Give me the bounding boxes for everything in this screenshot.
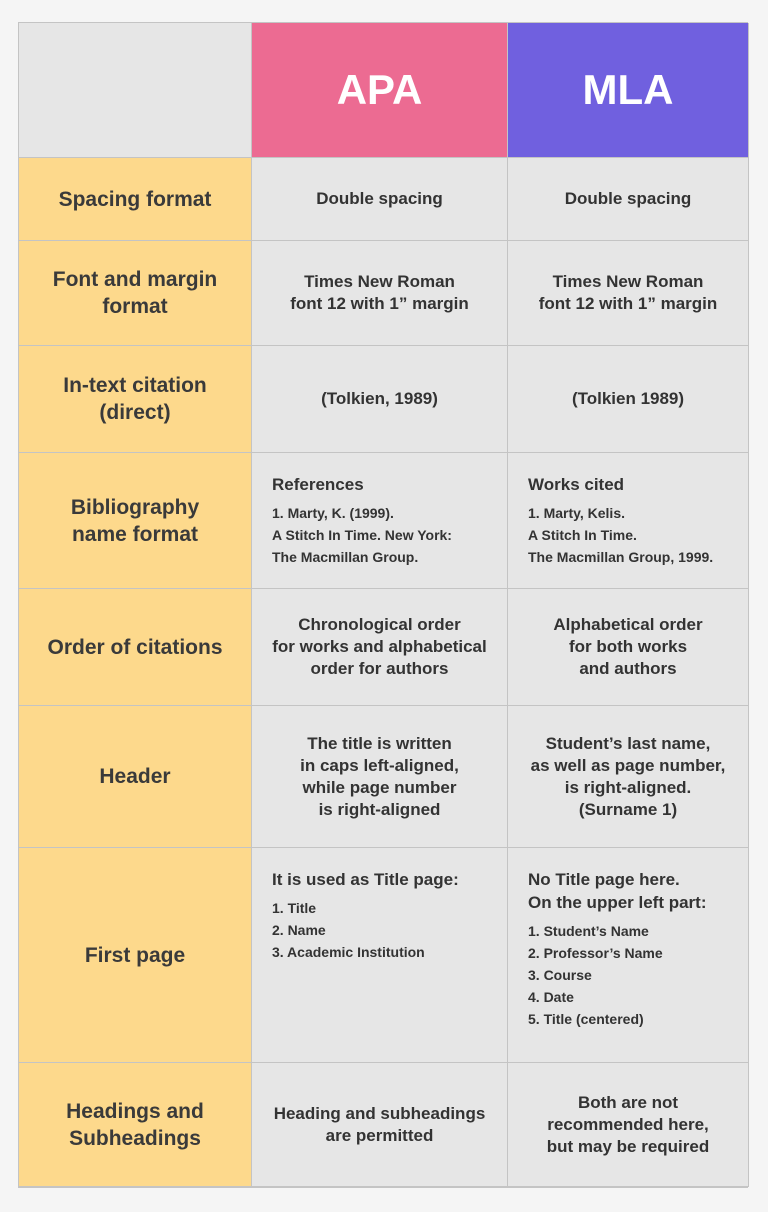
label-line: Headings and	[66, 1099, 204, 1123]
header-text: APA	[336, 66, 423, 113]
value-line: (Surname 1)	[578, 799, 678, 819]
cell-item: The Macmillan Group, 1999.	[528, 549, 714, 565]
cell-heading: No Title page here.	[528, 870, 680, 889]
column-header: MLA	[508, 23, 749, 158]
value-line: while page number	[302, 777, 457, 797]
value-line: Student’s last name,	[545, 733, 711, 753]
row-label: Headings and Subheadings	[19, 1063, 252, 1187]
value-line: Times New Roman	[304, 272, 455, 291]
cell-item: 3. Course	[528, 967, 592, 983]
value-line: font 12 with 1” margin	[290, 294, 469, 313]
value-cell: Chronological order for works and alphabe…	[252, 589, 508, 706]
label-line: Header	[99, 765, 171, 788]
row-label: Header	[19, 706, 252, 848]
cell-heading: Works cited	[528, 475, 625, 494]
value-line: Heading and subheadings	[273, 1103, 486, 1123]
value-line: (Tolkien 1989)	[571, 389, 685, 408]
value-cell: Double spacing	[508, 158, 749, 241]
cell-item: 4. Date	[528, 989, 574, 1005]
label-line: Bibliography	[70, 495, 200, 519]
value-line: Double spacing	[316, 189, 443, 208]
value-cell: The title is written in caps left-aligned…	[252, 706, 508, 848]
cell-heading: References	[272, 475, 364, 494]
cell-item: The Macmillan Group.	[272, 549, 419, 565]
value-line: The title is written	[307, 733, 452, 753]
value-line: for works and alphabetical	[272, 637, 487, 656]
value-cell: Double spacing	[252, 158, 508, 241]
cell-item: 1. Student’s Name	[528, 923, 649, 939]
value-line: font 12 with 1” margin	[538, 294, 718, 313]
cell-item: 2. Name	[272, 922, 326, 938]
value-line: Chronological order	[298, 615, 461, 634]
label-line: Font and margin	[52, 268, 218, 291]
value-cell: Works cited 1. Marty, Kelis. A Stitch In T…	[508, 453, 749, 589]
label-line: format	[102, 295, 168, 318]
label-line: name format	[71, 522, 199, 546]
corner-cell	[19, 23, 252, 158]
value-cell: Alphabetical order for both works and auth…	[508, 589, 749, 706]
value-line: in caps left-aligned,	[300, 755, 459, 775]
value-line: Alphabetical order	[553, 615, 703, 634]
value-cell: No Title page here. On the upper left par…	[508, 848, 749, 1063]
value-cell: References 1. Marty, K. (1999). A Stitch I…	[252, 453, 508, 589]
label-line: First page	[84, 943, 186, 967]
cell-item: 1. Title	[272, 900, 317, 916]
cell-item: 1. Marty, K. (1999).	[272, 505, 394, 521]
value-cell: (Tolkien 1989)	[508, 346, 749, 453]
column-header: APA	[252, 23, 508, 158]
row-label: Font and margin format	[19, 241, 252, 346]
label-line: In-text citation	[63, 374, 207, 397]
row-label: Spacing format	[19, 158, 252, 241]
header-text: MLA	[582, 66, 674, 113]
value-cell: Both are not recommended here, but may be …	[508, 1063, 749, 1187]
value-line: for both works	[568, 637, 688, 656]
cell-item: A Stitch In Time. New York:	[272, 527, 452, 543]
row-label: Order of citations	[19, 589, 252, 706]
row-label: First page	[19, 848, 252, 1063]
label-line: Order of citations	[47, 635, 223, 659]
value-cell: Heading and subheadings are permitted	[252, 1063, 508, 1187]
value-line: Double spacing	[564, 189, 692, 208]
value-line: (Tolkien, 1989)	[321, 389, 438, 408]
cell-item: 3. Academic Institution	[272, 944, 425, 960]
value-cell: Student’s last name, as well as page numb…	[508, 706, 749, 848]
value-line: order for authors	[310, 659, 449, 678]
value-line: are permitted	[325, 1125, 434, 1145]
value-cell: (Tolkien, 1989)	[252, 346, 508, 453]
cell-item: 5. Title (centered)	[528, 1011, 644, 1027]
value-line: and authors	[579, 659, 677, 678]
cell-heading: It is used as Title page:	[272, 870, 459, 889]
value-line: Both are not	[577, 1092, 679, 1112]
value-line: but may be required	[546, 1136, 710, 1156]
value-line: Times New Roman	[552, 272, 704, 291]
label-line: Subheadings	[69, 1126, 201, 1150]
value-cell: It is used as Title page: 1. Title 2. Name…	[252, 848, 508, 1063]
value-cell: Times New Roman font 12 with 1” margin	[252, 241, 508, 346]
value-line: as well as page number,	[530, 755, 726, 775]
cell-item: A Stitch In Time.	[528, 527, 637, 543]
cell-item: 1. Marty, Kelis.	[528, 505, 626, 521]
row-label: Bibliography name format	[19, 453, 252, 589]
cell-item: 2. Professor’s Name	[528, 945, 663, 961]
value-line: is right-aligned	[318, 799, 441, 819]
comparison-table: APA MLA Spacing format Double spacing Double…	[18, 22, 749, 1188]
value-line: is right-aligned.	[564, 777, 692, 797]
label-line: (direct)	[99, 401, 171, 424]
value-line: recommended here,	[547, 1114, 709, 1134]
row-label: In-text citation (direct)	[19, 346, 252, 453]
cell-heading: On the upper left part:	[528, 893, 707, 912]
value-cell: Times New Roman font 12 with 1” margin	[508, 241, 749, 346]
label-line: Spacing format	[58, 187, 212, 211]
